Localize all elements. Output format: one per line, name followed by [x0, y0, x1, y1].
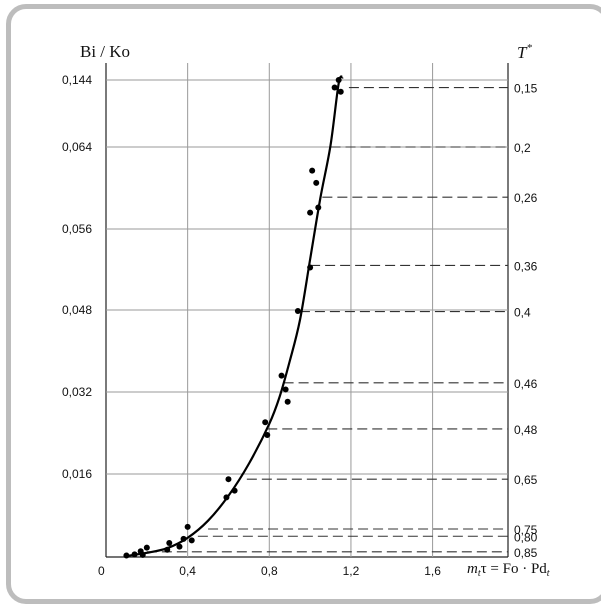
t-tick-label: 0,2 — [514, 141, 531, 155]
t-tick-label: 0,15 — [514, 82, 538, 96]
data-point — [231, 487, 238, 494]
chart-plot: Bi / Ko T* mtτ = Fo · Pdt 0 0,4 0,8 1,2 1,6 … — [62, 42, 550, 577]
data-point — [262, 419, 269, 426]
y-axis-label: Bi / Ko — [80, 42, 130, 61]
fit-curve — [126, 75, 344, 558]
t-tick-label: 0,26 — [514, 191, 538, 205]
y-tick-label: 0,048 — [62, 303, 92, 317]
data-point — [284, 398, 291, 405]
t-tick-label: 0,4 — [514, 306, 531, 320]
axis-labels: Bi / Ko T* mtτ = Fo · Pdt — [80, 42, 550, 577]
data-point — [331, 84, 338, 91]
t-tick-label: 0,65 — [514, 473, 538, 487]
data-point — [166, 539, 173, 546]
y-tick-label: 0,064 — [62, 140, 92, 154]
data-points — [123, 77, 344, 559]
t-tick-label: 0,48 — [514, 423, 538, 437]
data-point — [164, 546, 171, 553]
data-point — [176, 543, 183, 550]
data-point — [337, 88, 344, 95]
x-tick-label: 0,8 — [261, 564, 278, 577]
data-point — [294, 308, 301, 315]
t-tick-labels: 0,15 0,2 0,26 0,36 0,4 0,46 0,48 0,65 0,750,80 0,… — [514, 82, 538, 560]
data-point — [188, 537, 195, 544]
x-label-sub2: t — [547, 568, 550, 577]
data-point — [123, 552, 130, 559]
data-point — [335, 77, 342, 83]
data-point — [278, 372, 285, 379]
x-tick-label: 0 — [98, 564, 105, 577]
data-point — [131, 551, 138, 558]
data-point — [180, 535, 187, 542]
x-tick-label: 1,6 — [424, 564, 441, 577]
data-point — [307, 264, 314, 271]
y-tick-labels: 0,016 0,032 0,048 0,056 0,064 0,144 — [62, 73, 92, 481]
data-point — [184, 523, 191, 530]
x-label-mid: τ = Fo · Pd — [481, 561, 548, 577]
t-tick-label: 0,75 — [514, 523, 538, 537]
x-label-prefix: m — [467, 561, 478, 577]
t-tick-label: 0,80 — [514, 530, 538, 544]
y-tick-label: 0,032 — [62, 385, 92, 399]
t-tick-label: 0,85 — [514, 546, 538, 560]
data-point — [143, 544, 150, 551]
data-point — [313, 179, 320, 186]
data-point — [309, 167, 316, 174]
x-axis-label: mtτ = Fo · Pdt — [467, 561, 550, 577]
y-tick-label: 0,144 — [62, 73, 92, 87]
t-level-lines — [146, 86, 508, 553]
data-point — [282, 386, 289, 393]
x-tick-label: 0,4 — [179, 564, 196, 577]
data-point — [264, 432, 271, 439]
x-tick-labels: 0 0,4 0,8 1,2 1,6 — [98, 564, 441, 577]
right-axis-label: T* — [517, 42, 532, 62]
x-tick-label: 1,2 — [343, 564, 360, 577]
data-point — [139, 551, 146, 558]
right-axis-label-sup: * — [526, 42, 532, 54]
t-tick-label: 0,46 — [514, 377, 538, 391]
data-point — [223, 494, 230, 501]
data-point — [315, 204, 322, 211]
right-axis-label-base: T — [517, 43, 528, 62]
y-tick-label: 0,056 — [62, 222, 92, 236]
data-point — [307, 209, 314, 216]
t-tick-label: 0,36 — [514, 259, 538, 273]
grid-lines — [105, 63, 509, 558]
x-label-sub1: t — [478, 568, 481, 577]
data-point — [225, 476, 232, 483]
y-tick-label: 0,016 — [62, 467, 92, 481]
